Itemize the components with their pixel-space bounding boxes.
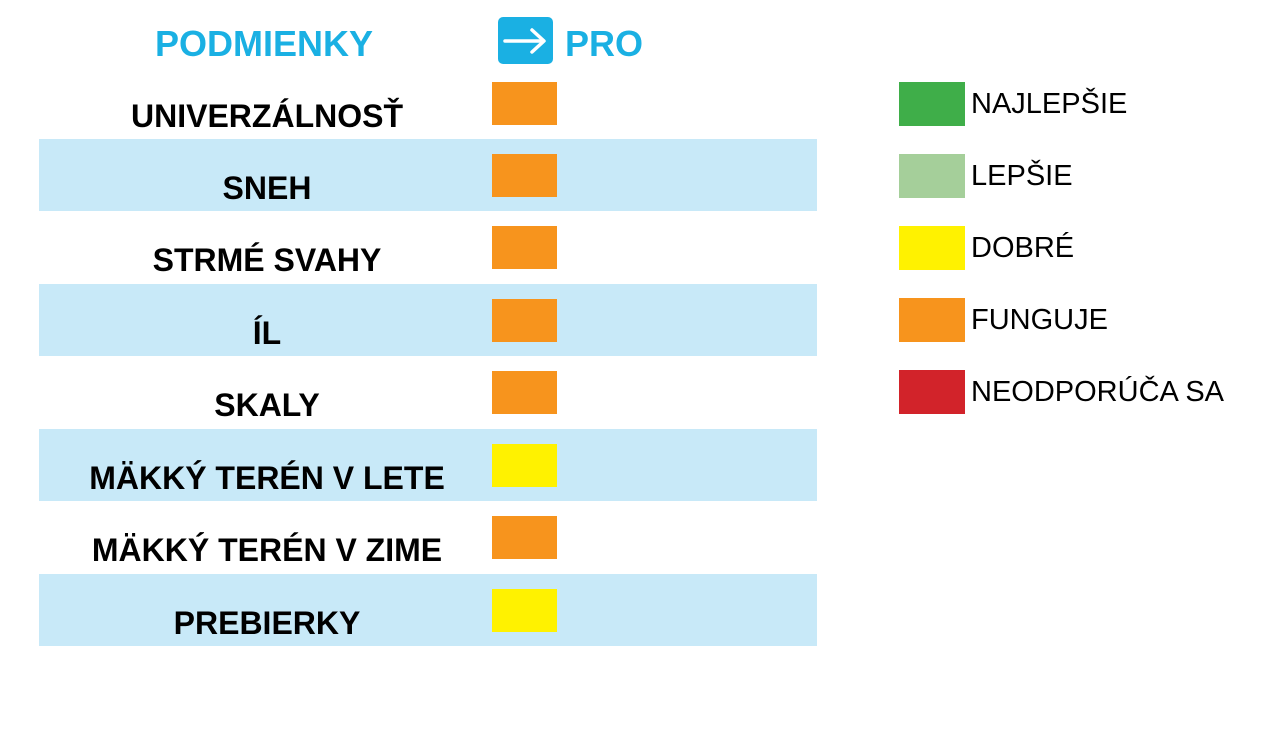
table-row: MÄKKÝ TERÉN V LETE (39, 429, 817, 501)
row-label: PREBIERKY (173, 605, 361, 641)
legend-label: DOBRÉ (971, 232, 1075, 264)
rating-swatch (492, 589, 557, 632)
legend-swatch (899, 298, 965, 342)
rating-swatch (492, 444, 557, 487)
row-label: MÄKKÝ TERÉN V LETE (89, 460, 445, 496)
rating-swatch (492, 226, 557, 269)
row-label: MÄKKÝ TERÉN V ZIME (91, 532, 443, 568)
rating-swatch (492, 371, 557, 414)
legend-label: FUNGUJE (971, 304, 1108, 336)
row-label: STRMÉ SVAHY (152, 242, 382, 278)
table-row: PREBIERKY (39, 574, 817, 646)
legend-swatch (899, 154, 965, 198)
table-row: MÄKKÝ TERÉN V ZIME (39, 501, 817, 573)
arrow-right-icon (498, 17, 553, 64)
legend-swatch (899, 226, 965, 270)
rating-swatch (492, 516, 557, 559)
header-conditions: PODMIENKY (155, 23, 374, 64)
row-label: SKALY (214, 387, 320, 423)
table-row: ÍL (39, 284, 817, 356)
legend-label: NAJLEPŠIE (971, 88, 1128, 120)
rating-swatch (492, 299, 557, 342)
header-product: PRO (565, 23, 644, 64)
legend-label: LEPŠIE (971, 160, 1073, 192)
legend-swatch (899, 82, 965, 126)
table-row: SNEH (39, 139, 817, 211)
table-row: SKALY (39, 356, 817, 428)
row-label: UNIVERZÁLNOSŤ (131, 98, 403, 134)
row-label: ÍL (252, 315, 282, 351)
row-label: SNEH (222, 170, 312, 206)
legend-swatch (899, 370, 965, 414)
table-row: STRMÉ SVAHY (39, 211, 817, 283)
rating-swatch (492, 82, 557, 125)
legend-label: NEODPORÚČA SA (971, 376, 1224, 408)
rating-swatch (492, 154, 557, 197)
table-row: UNIVERZÁLNOSŤ (39, 67, 817, 139)
